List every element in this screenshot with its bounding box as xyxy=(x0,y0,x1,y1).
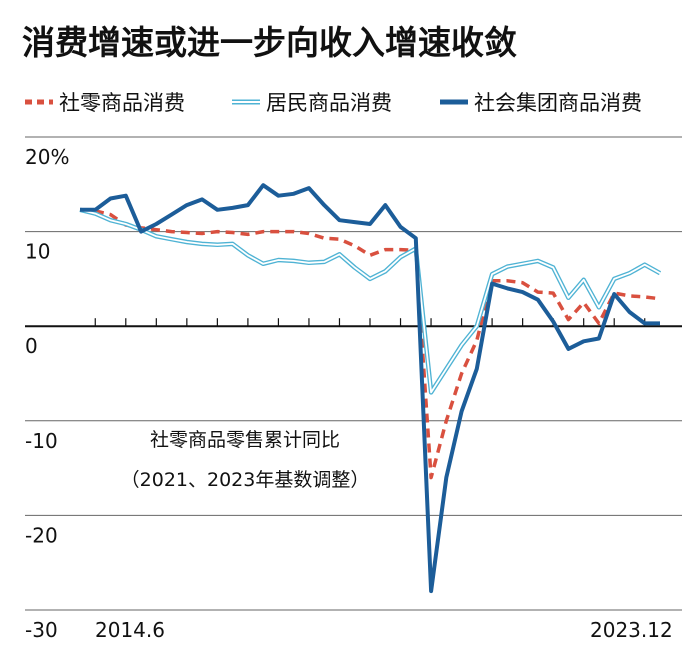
y-tick-label: 10 xyxy=(25,240,50,264)
legend-label: 社会集团商品消费 xyxy=(474,91,642,115)
legend-label: 居民商品消费 xyxy=(266,91,392,115)
legend-label: 社零商品消费 xyxy=(59,91,185,115)
series-line xyxy=(79,207,662,395)
series-line-outline xyxy=(79,207,662,395)
x-tick-label: 2014.6 xyxy=(95,618,165,642)
chart-title: 消费增速或进一步向收入增速收敛 xyxy=(22,23,517,62)
y-tick-label: 20% xyxy=(25,145,69,169)
series-line xyxy=(80,183,660,594)
x-tick-label: 2023.12 xyxy=(590,618,673,642)
y-tick-label: 0 xyxy=(25,334,38,358)
annotation: （2021、2023年基数调整） xyxy=(121,469,370,491)
y-tick-label: -20 xyxy=(25,523,58,547)
series-line-inner xyxy=(79,208,661,394)
y-tick-label: -10 xyxy=(25,429,58,453)
y-tick-label: -30 xyxy=(25,618,58,642)
annotation: 社零商品零售累计同比 xyxy=(150,429,340,451)
